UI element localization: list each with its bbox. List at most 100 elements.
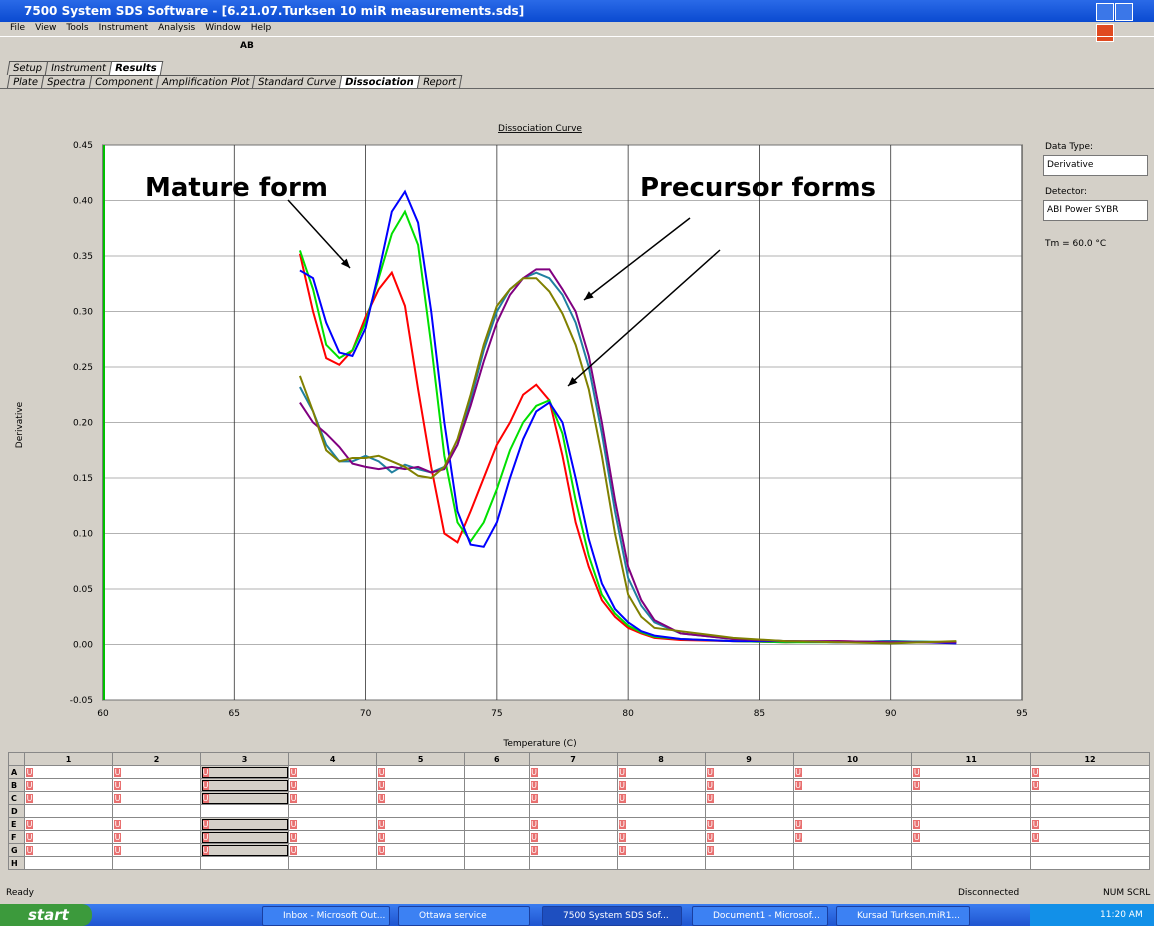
well[interactable] (200, 856, 290, 870)
well[interactable]: U (200, 817, 290, 831)
menu-item[interactable]: Help (250, 23, 272, 33)
well[interactable] (464, 856, 530, 870)
well[interactable]: U (616, 843, 706, 857)
well[interactable] (200, 804, 290, 818)
well[interactable] (1030, 856, 1150, 870)
well[interactable]: U (288, 830, 378, 844)
well[interactable]: U (792, 778, 913, 792)
toolbar-button[interactable]: AB (240, 41, 254, 51)
well[interactable]: U (528, 817, 618, 831)
taskbar-item[interactable]: Inbox - Microsoft Out... (262, 906, 390, 926)
well[interactable] (464, 830, 530, 844)
well[interactable] (1030, 804, 1150, 818)
well[interactable]: U (112, 830, 202, 844)
well[interactable]: U (200, 765, 290, 779)
well[interactable] (288, 804, 378, 818)
well[interactable]: U (112, 843, 202, 857)
well[interactable]: U (792, 817, 913, 831)
well[interactable]: U (616, 778, 706, 792)
well[interactable] (792, 843, 913, 857)
well[interactable] (376, 804, 466, 818)
well[interactable]: U (528, 843, 618, 857)
well[interactable]: U (911, 778, 1032, 792)
well[interactable]: U (376, 817, 466, 831)
well[interactable]: U (528, 778, 618, 792)
well[interactable] (792, 856, 913, 870)
well[interactable] (464, 765, 530, 779)
well[interactable]: U (288, 778, 378, 792)
well[interactable] (112, 856, 202, 870)
well[interactable]: U (528, 765, 618, 779)
well[interactable]: U (911, 817, 1032, 831)
well[interactable]: U (704, 817, 794, 831)
detector-select[interactable]: ABI Power SYBR (1043, 200, 1148, 221)
well[interactable] (376, 856, 466, 870)
well[interactable] (704, 804, 794, 818)
well[interactable]: U (528, 791, 618, 805)
well[interactable]: U (376, 830, 466, 844)
data-type-select[interactable]: Derivative (1043, 155, 1148, 176)
well[interactable]: U (616, 765, 706, 779)
well[interactable]: U (23, 765, 114, 779)
well[interactable]: U (1030, 778, 1150, 792)
well[interactable] (23, 804, 114, 818)
well[interactable]: U (1030, 765, 1150, 779)
well[interactable]: U (1030, 817, 1150, 831)
window-buttons[interactable] (1096, 3, 1150, 42)
well[interactable]: U (23, 791, 114, 805)
well[interactable]: U (200, 830, 290, 844)
well[interactable]: U (792, 830, 913, 844)
well[interactable]: U (911, 765, 1032, 779)
well[interactable] (911, 856, 1032, 870)
menu-item[interactable]: File (10, 23, 26, 33)
well[interactable]: U (792, 765, 913, 779)
well[interactable] (528, 804, 618, 818)
well[interactable] (464, 843, 530, 857)
well[interactable]: U (112, 765, 202, 779)
taskbar-item[interactable]: Document1 - Microsof... (692, 906, 828, 926)
menu-item[interactable]: Window (205, 23, 241, 33)
well[interactable]: U (200, 778, 290, 792)
well[interactable] (288, 856, 378, 870)
menu-item[interactable]: Instrument (98, 23, 149, 33)
well[interactable]: U (23, 817, 114, 831)
well[interactable] (911, 843, 1032, 857)
menu-item[interactable]: Tools (66, 23, 89, 33)
well[interactable] (23, 856, 114, 870)
well[interactable]: U (112, 778, 202, 792)
well[interactable]: U (911, 830, 1032, 844)
well[interactable]: U (23, 843, 114, 857)
well[interactable]: U (376, 778, 466, 792)
well[interactable]: U (200, 791, 290, 805)
well[interactable] (616, 856, 706, 870)
well[interactable] (792, 791, 913, 805)
well[interactable] (464, 791, 530, 805)
well[interactable] (528, 856, 618, 870)
well[interactable] (464, 778, 530, 792)
well[interactable] (1030, 791, 1150, 805)
taskbar-item[interactable]: Ottawa service (398, 906, 530, 926)
well[interactable]: U (704, 830, 794, 844)
well[interactable]: U (616, 830, 706, 844)
well[interactable]: U (288, 817, 378, 831)
well[interactable]: U (704, 791, 794, 805)
well[interactable]: U (288, 765, 378, 779)
well[interactable]: U (616, 817, 706, 831)
menu-item[interactable]: Analysis (158, 23, 196, 33)
well[interactable]: U (112, 791, 202, 805)
well[interactable]: U (288, 843, 378, 857)
well[interactable]: U (376, 765, 466, 779)
taskbar-item[interactable]: 7500 System SDS Sof... (542, 906, 682, 926)
well[interactable]: U (616, 791, 706, 805)
well[interactable] (112, 804, 202, 818)
well[interactable] (792, 804, 913, 818)
well[interactable]: U (528, 830, 618, 844)
well[interactable]: U (376, 843, 466, 857)
well[interactable] (464, 817, 530, 831)
well[interactable] (1030, 843, 1150, 857)
well[interactable]: U (23, 778, 114, 792)
well[interactable] (911, 804, 1032, 818)
well[interactable]: U (704, 843, 794, 857)
start-button[interactable]: start (0, 904, 92, 926)
taskbar-item[interactable]: Kursad Turksen.miR1... (836, 906, 970, 926)
